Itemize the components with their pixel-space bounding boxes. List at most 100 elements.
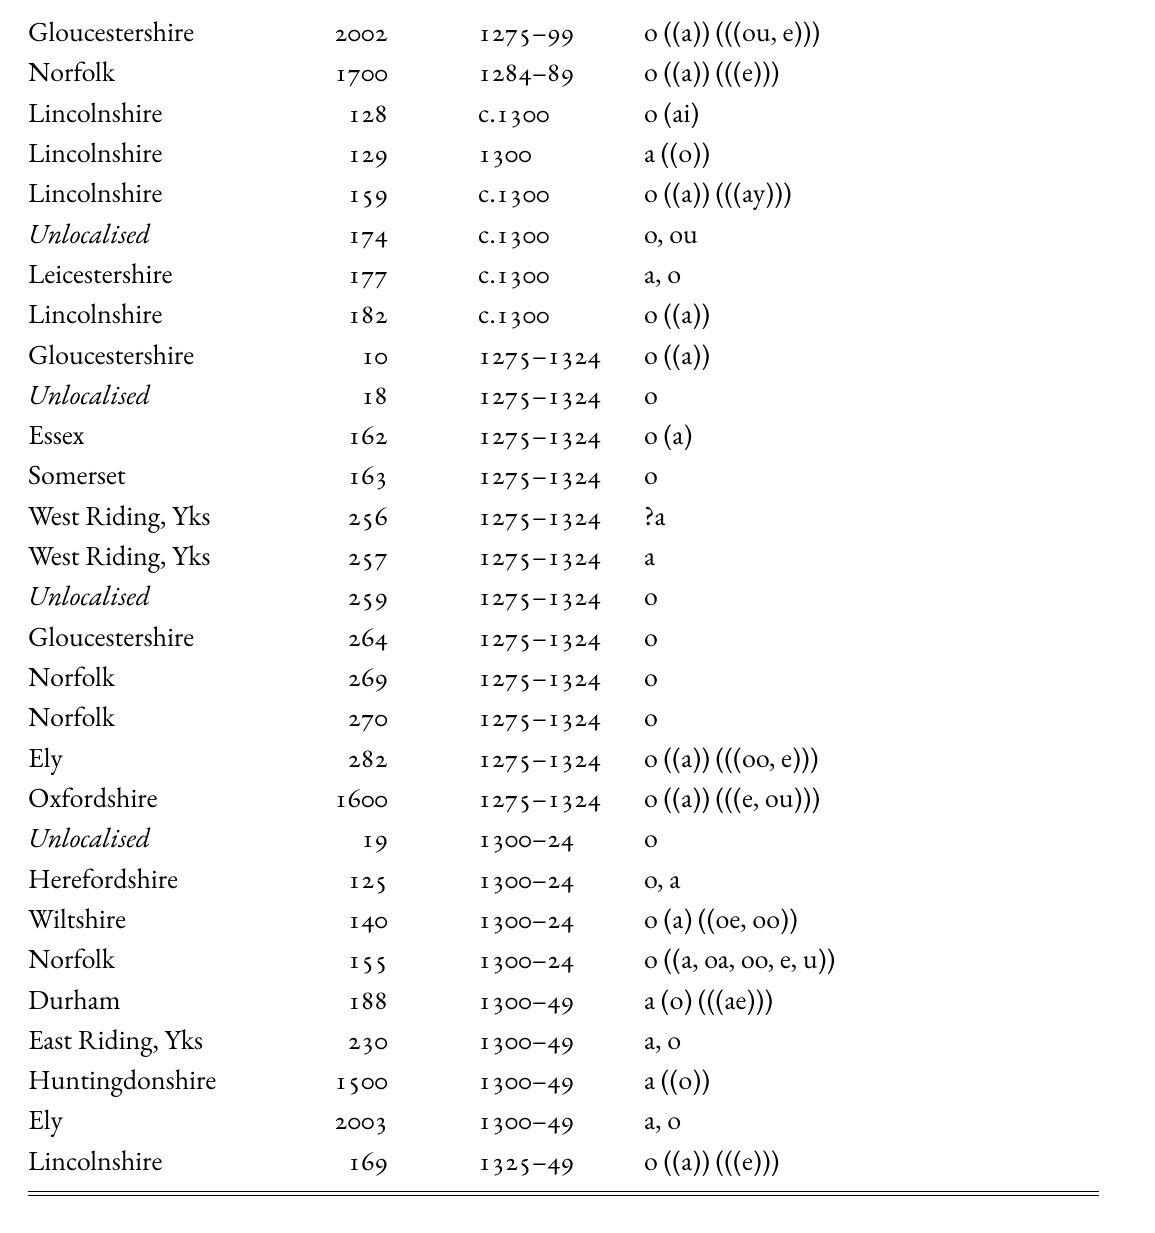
cell-date: 1300–24 [388,899,598,939]
cell-date: 1275–1324 [388,375,598,415]
cell-number: 18 [268,375,388,415]
cell-date: c.1300 [388,254,598,294]
cell-number: 270 [268,697,388,737]
cell-value: o (ai) [598,93,1099,133]
cell-date: 1300 [388,133,598,173]
cell-number: 128 [268,93,388,133]
cell-county: Lincolnshire [28,173,268,213]
cell-number: 182 [268,294,388,334]
cell-county: Unlocalised [28,214,268,254]
table-row: West Riding, Yks2571275–1324a [28,536,1099,576]
cell-value: o (a) [598,415,1099,455]
cell-date: 1275–1324 [388,415,598,455]
cell-value: o, ou [598,214,1099,254]
cell-date: c.1300 [388,294,598,334]
cell-date: 1275–1324 [388,576,598,616]
table-row: Essex1621275–1324o (a) [28,415,1099,455]
cell-value: o [598,657,1099,697]
cell-county: Norfolk [28,657,268,697]
cell-number: 264 [268,617,388,657]
cell-county: Gloucestershire [28,335,268,375]
cell-date: 1300–24 [388,939,598,979]
page: Gloucestershire20021275–99o ((a)) (((ou,… [0,0,1155,1196]
cell-county: Essex [28,415,268,455]
table-body: Gloucestershire20021275–99o ((a)) (((ou,… [28,12,1099,1181]
table-row: Oxfordshire16001275–1324o ((a)) (((e, ou… [28,778,1099,818]
cell-county: Huntingdonshire [28,1060,268,1100]
table-row: Lincolnshire159c.1300o ((a)) (((ay))) [28,173,1099,213]
cell-date: 1284–89 [388,52,598,92]
cell-value: o ((a)) (((ay))) [598,173,1099,213]
table-row: Somerset1631275–1324o [28,455,1099,495]
table-row: Leicestershire177c.1300a, o [28,254,1099,294]
cell-county: Gloucestershire [28,12,268,52]
cell-date: 1275–1324 [388,697,598,737]
cell-value: o [598,576,1099,616]
cell-date: c.1300 [388,93,598,133]
cell-value: o, a [598,859,1099,899]
cell-number: 177 [268,254,388,294]
cell-county: Wiltshire [28,899,268,939]
cell-value: a, o [598,1100,1099,1140]
cell-county: Unlocalised [28,818,268,858]
cell-county: Somerset [28,455,268,495]
cell-value: o ((a)) (((oo, e))) [598,738,1099,778]
table-row: Unlocalised181275–1324o [28,375,1099,415]
cell-number: 188 [268,980,388,1020]
cell-date: 1275–1324 [388,657,598,697]
cell-value: o [598,818,1099,858]
cell-date: 1275–1324 [388,536,598,576]
table-row: Norfolk1551300–24o ((a, oa, oo, e, u)) [28,939,1099,979]
cell-date: 1300–49 [388,1100,598,1140]
cell-date: 1275–1324 [388,496,598,536]
table-row: Norfolk17001284–89o ((a)) (((e))) [28,52,1099,92]
table-row: Lincolnshire1691325–49o ((a)) (((e))) [28,1141,1099,1181]
cell-value: o ((a)) (((e))) [598,1141,1099,1181]
cell-number: 269 [268,657,388,697]
cell-value: o ((a)) (((ou, e))) [598,12,1099,52]
cell-date: 1325–49 [388,1141,598,1181]
table-row: Unlocalised174c.1300o, ou [28,214,1099,254]
table-row: Wiltshire1401300–24o (a) ((oe, oo)) [28,899,1099,939]
cell-county: Gloucestershire [28,617,268,657]
table-row: East Riding, Yks2301300–49a, o [28,1020,1099,1060]
cell-number: 282 [268,738,388,778]
cell-date: 1275–99 [388,12,598,52]
cell-number: 10 [268,335,388,375]
cell-county: Norfolk [28,697,268,737]
cell-county: Lincolnshire [28,133,268,173]
cell-value: a, o [598,254,1099,294]
cell-county: Unlocalised [28,576,268,616]
cell-value: o (a) ((oe, oo)) [598,899,1099,939]
cell-value: a ((o)) [598,133,1099,173]
cell-value: a ((o)) [598,1060,1099,1100]
cell-date: 1275–1324 [388,738,598,778]
cell-number: 257 [268,536,388,576]
bottom-rule-1 [28,1191,1099,1192]
table-row: Ely2821275–1324o ((a)) (((oo, e))) [28,738,1099,778]
cell-date: 1275–1324 [388,335,598,375]
cell-number: 159 [268,173,388,213]
table-row: Norfolk2691275–1324o [28,657,1099,697]
cell-date: 1300–49 [388,980,598,1020]
cell-value: a (o) (((ae))) [598,980,1099,1020]
cell-county: Durham [28,980,268,1020]
cell-number: 1700 [268,52,388,92]
table-row: West Riding, Yks2561275–1324?a [28,496,1099,536]
cell-value: o [598,617,1099,657]
cell-county: Herefordshire [28,859,268,899]
cell-county: Lincolnshire [28,93,268,133]
cell-county: Leicestershire [28,254,268,294]
cell-number: 1600 [268,778,388,818]
cell-number: 1500 [268,1060,388,1100]
data-table: Gloucestershire20021275–99o ((a)) (((ou,… [28,12,1099,1181]
cell-value: a [598,536,1099,576]
cell-county: West Riding, Yks [28,536,268,576]
cell-county: East Riding, Yks [28,1020,268,1060]
cell-value: o ((a)) [598,294,1099,334]
cell-value: o ((a, oa, oo, e, u)) [598,939,1099,979]
cell-number: 259 [268,576,388,616]
bottom-rule-2 [28,1195,1099,1196]
cell-number: 162 [268,415,388,455]
cell-date: 1300–24 [388,818,598,858]
